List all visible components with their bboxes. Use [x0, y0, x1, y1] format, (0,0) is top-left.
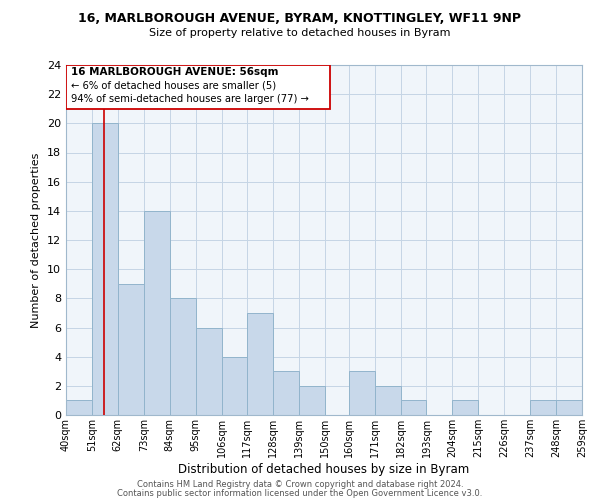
Text: Size of property relative to detached houses in Byram: Size of property relative to detached ho…: [149, 28, 451, 38]
Bar: [299, 386, 325, 415]
Text: 16 MARLBOROUGH AVENUE: 56sqm: 16 MARLBOROUGH AVENUE: 56sqm: [71, 66, 278, 76]
Bar: [118, 284, 144, 415]
Bar: [530, 400, 556, 415]
X-axis label: Distribution of detached houses by size in Byram: Distribution of detached houses by size …: [178, 462, 470, 475]
Bar: [556, 400, 582, 415]
Bar: [66, 400, 92, 415]
Bar: [144, 211, 170, 415]
Bar: [92, 124, 118, 415]
Bar: [401, 400, 427, 415]
Bar: [221, 356, 247, 415]
Text: Contains HM Land Registry data © Crown copyright and database right 2024.: Contains HM Land Registry data © Crown c…: [137, 480, 463, 489]
Text: Contains public sector information licensed under the Open Government Licence v3: Contains public sector information licen…: [118, 488, 482, 498]
Bar: [247, 313, 274, 415]
Bar: [196, 328, 221, 415]
FancyBboxPatch shape: [66, 65, 330, 109]
Text: 94% of semi-detached houses are larger (77) →: 94% of semi-detached houses are larger (…: [71, 94, 309, 104]
Bar: [170, 298, 196, 415]
Bar: [374, 386, 401, 415]
Bar: [274, 371, 299, 415]
Y-axis label: Number of detached properties: Number of detached properties: [31, 152, 41, 328]
Text: 16, MARLBOROUGH AVENUE, BYRAM, KNOTTINGLEY, WF11 9NP: 16, MARLBOROUGH AVENUE, BYRAM, KNOTTINGL…: [79, 12, 521, 26]
Bar: [349, 371, 374, 415]
Bar: [452, 400, 478, 415]
Text: ← 6% of detached houses are smaller (5): ← 6% of detached houses are smaller (5): [71, 80, 276, 90]
